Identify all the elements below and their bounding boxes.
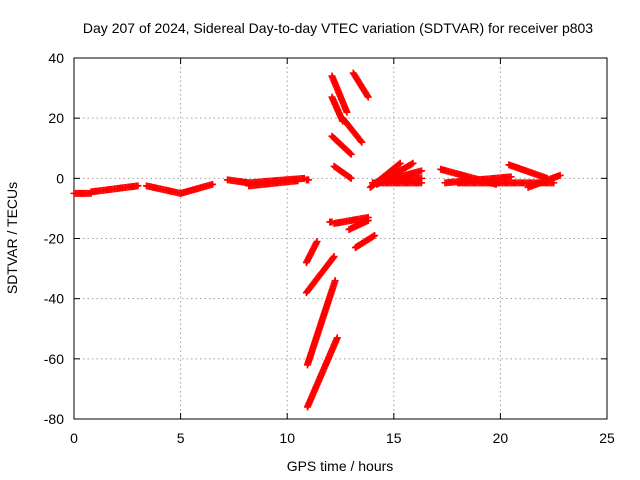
data-point (364, 216, 372, 224)
series-arc-l (345, 216, 372, 233)
x-tick-label: 0 (70, 430, 78, 446)
data-point (556, 171, 564, 179)
series-arc-f (328, 93, 347, 125)
data-point (328, 218, 336, 226)
data-point (369, 232, 377, 240)
x-tick-label: 10 (279, 430, 295, 446)
series-baseline-mid (224, 174, 308, 190)
y-tick-label: -80 (44, 411, 64, 427)
data-point (358, 138, 366, 146)
data-point (409, 159, 417, 167)
x-tick-label: 25 (599, 430, 615, 446)
series-arc-g (349, 69, 372, 101)
y-tick-label: -40 (44, 291, 64, 307)
data-point (507, 173, 515, 181)
series-arc-c (302, 253, 338, 297)
series-arc-h (339, 114, 366, 146)
data-point (364, 93, 372, 101)
data-point (357, 137, 365, 145)
y-tick-label: 40 (48, 50, 64, 66)
data-point (347, 150, 355, 158)
chart-title: Day 207 of 2024, Sidereal Day-to-day VTE… (83, 20, 593, 36)
data-point (313, 238, 321, 246)
data-point (209, 180, 217, 188)
data-point (134, 182, 142, 190)
y-axis-title: SDTVAR / TECUs (4, 182, 20, 294)
data-point (330, 253, 338, 261)
x-tick-label: 20 (493, 430, 509, 446)
series-cluster-15 (366, 159, 426, 191)
series-arc-e (328, 72, 351, 116)
series-baseline-late (437, 161, 564, 191)
data-point (294, 177, 302, 185)
series-point-b (326, 218, 336, 226)
data-point (346, 149, 354, 157)
series-arc-d (302, 238, 321, 267)
series-arc-i (328, 132, 355, 158)
data-point (363, 92, 371, 100)
x-tick-labels: 0 5 10 15 20 25 (70, 430, 615, 446)
series-point-a (302, 176, 313, 184)
data-point (347, 174, 355, 182)
data-point (331, 277, 339, 285)
x-axis-title: GPS time / hours (287, 458, 394, 474)
x-tick-label: 5 (177, 430, 185, 446)
data-marks (70, 69, 564, 411)
data-point (418, 179, 426, 187)
axis-ticks (73, 57, 608, 420)
series-arc-b (303, 334, 341, 411)
data-point (305, 176, 313, 184)
data-point (346, 173, 354, 181)
data-point (343, 108, 351, 116)
data-point (418, 167, 426, 175)
series-baseline-morning (142, 180, 217, 197)
series-baseline-early (70, 182, 142, 197)
series-arc-m (351, 231, 379, 252)
y-tick-labels: -80 -60 -40 -20 0 20 40 (44, 50, 64, 427)
data-point (333, 334, 341, 342)
x-tick-label: 15 (386, 430, 402, 446)
data-point (396, 159, 404, 167)
y-tick-label: -20 (44, 231, 64, 247)
data-point (329, 254, 337, 262)
data-point (395, 160, 403, 168)
series-arc-j (330, 162, 355, 182)
y-tick-label: -60 (44, 351, 64, 367)
data-point (371, 231, 379, 239)
series-arc-a (303, 277, 339, 369)
y-tick-label: 20 (48, 110, 64, 126)
y-tick-label: 0 (56, 170, 64, 186)
